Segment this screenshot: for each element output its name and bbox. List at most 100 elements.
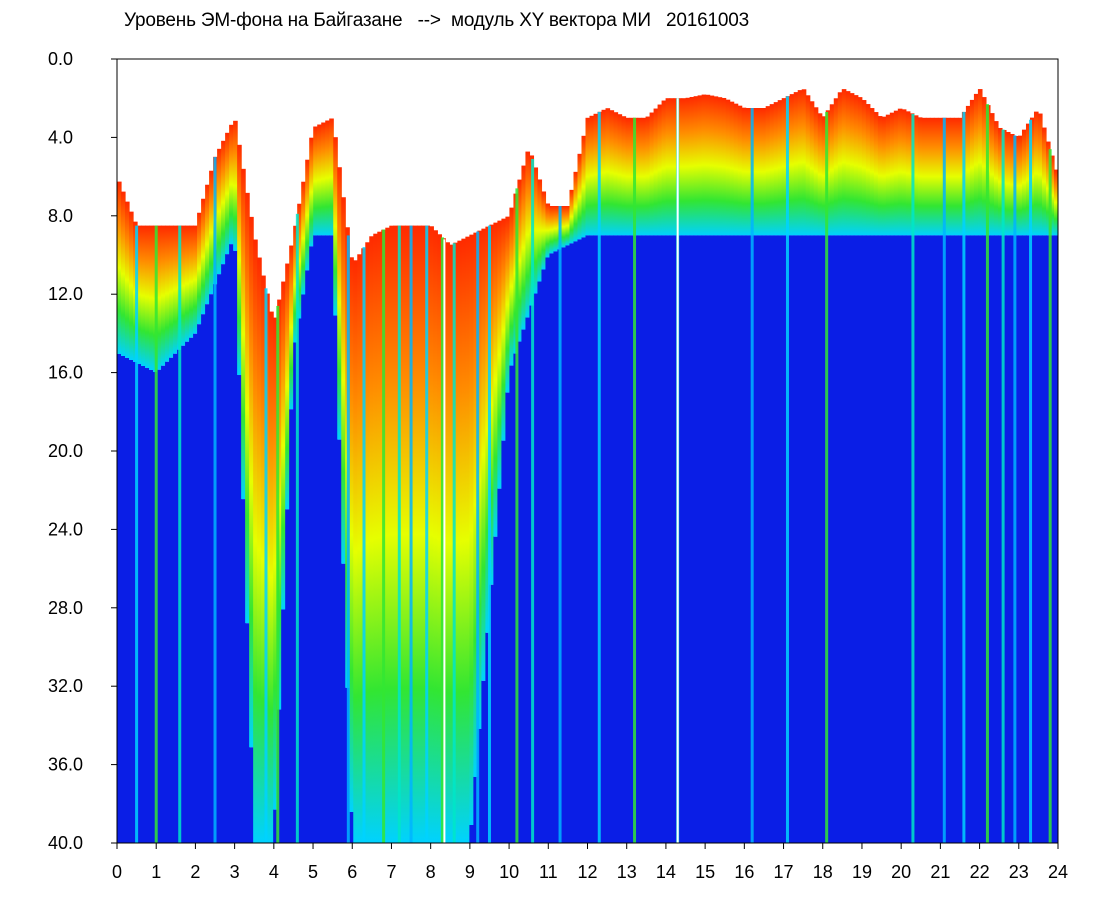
heatmap-column-band <box>561 206 567 248</box>
heatmap-column-blue <box>901 235 907 843</box>
heatmap-column-blue <box>753 235 759 843</box>
x-tick-label: 8 <box>426 862 436 882</box>
heatmap-column-blue <box>125 358 130 843</box>
heatmap-column-band <box>885 114 891 236</box>
heatmap-column-band <box>1053 169 1058 236</box>
heatmap-column-blue <box>1033 235 1039 843</box>
heatmap-column-band <box>797 90 803 236</box>
x-tick-label: 22 <box>970 862 990 882</box>
heatmap-column-blue <box>905 235 911 843</box>
heatmap-column-blue <box>857 235 863 843</box>
heatmap-column-blue <box>241 499 246 843</box>
heatmap-column-band <box>433 230 438 843</box>
heatmap-column-band <box>1033 111 1039 236</box>
heatmap-column-blue <box>1005 235 1011 843</box>
y-tick-label: 36.0 <box>48 755 83 775</box>
heatmap-column-blue <box>613 235 619 843</box>
heatmap-column-band <box>929 117 935 236</box>
heatmap-column-blue <box>977 235 983 843</box>
heatmap-column-blue <box>561 247 567 843</box>
x-tick-label: 24 <box>1048 862 1068 882</box>
heatmap-column-band <box>465 236 470 843</box>
heatmap-white-line <box>443 239 446 843</box>
heatmap-column-band <box>373 233 378 843</box>
heatmap-column-blue <box>953 235 959 843</box>
heatmap-streak <box>1013 135 1017 843</box>
heatmap-column-blue <box>797 235 803 843</box>
heatmap-column-blue <box>673 235 679 843</box>
heatmap-streak <box>962 111 966 843</box>
heatmap-column-band <box>217 148 222 275</box>
heatmap-column-band <box>117 181 122 355</box>
heatmap-column-band <box>613 112 619 236</box>
heatmap-column-blue <box>289 409 294 843</box>
heatmap-column-blue <box>621 235 627 843</box>
heatmap-column-band <box>541 191 547 270</box>
heatmap-column-band <box>365 242 370 843</box>
heatmap-column-band <box>1029 117 1035 236</box>
heatmap-column-band <box>421 225 426 843</box>
heatmap-column-band <box>829 104 835 236</box>
heatmap-column-band <box>641 117 647 236</box>
heatmap-column-blue <box>337 439 342 843</box>
heatmap-column-blue <box>1025 235 1031 843</box>
heatmap-column-blue <box>997 235 1003 843</box>
heatmap-column-band <box>221 140 226 265</box>
heatmap-column-blue <box>745 235 751 843</box>
heatmap-column-band <box>813 107 819 236</box>
heatmap-column-band <box>193 225 198 334</box>
heatmap-column-band <box>805 95 811 236</box>
heatmap-column-blue <box>625 235 631 843</box>
heatmap-column-band <box>505 216 511 393</box>
heatmap-streak <box>825 111 829 843</box>
heatmap-column-blue <box>313 235 318 843</box>
heatmap-column-band <box>1025 123 1031 236</box>
heatmap-column-band <box>841 89 847 236</box>
x-tick-label: 21 <box>930 862 950 882</box>
heatmap-column-band <box>165 225 170 362</box>
heatmap-column-band <box>293 225 298 343</box>
heatmap-column-blue <box>865 235 871 843</box>
y-tick-label: 12.0 <box>48 284 83 304</box>
heatmap-column-blue <box>517 341 523 843</box>
heatmap-column-blue <box>993 235 999 843</box>
heatmap-column-band <box>833 98 839 236</box>
heatmap-column-band <box>645 116 651 236</box>
heatmap-column-blue <box>225 254 230 843</box>
heatmap-column-blue <box>833 235 839 843</box>
heatmap-column-blue <box>817 235 823 843</box>
heatmap-streak <box>346 235 350 843</box>
heatmap-column-band <box>393 225 398 843</box>
heatmap-column-band <box>509 207 515 366</box>
heatmap-column-band <box>593 113 599 236</box>
heatmap-column-band <box>201 198 206 315</box>
heatmap-column-band <box>625 117 631 236</box>
heatmap-column-blue <box>681 235 687 843</box>
heatmap-column-band <box>533 167 539 294</box>
heatmap-column-blue <box>789 235 795 843</box>
heatmap-column-blue <box>897 235 903 843</box>
heatmap-column-blue <box>933 235 939 843</box>
heatmap-column-band <box>485 226 490 633</box>
heatmap-column-blue <box>297 318 302 843</box>
heatmap-column-band <box>229 124 234 245</box>
heatmap-column-band <box>681 98 687 236</box>
heatmap-column-blue <box>121 356 126 843</box>
heatmap-column-band <box>173 225 178 354</box>
heatmap-column-blue <box>349 811 354 843</box>
heatmap-streak <box>362 247 366 843</box>
heatmap-column-blue <box>693 235 699 843</box>
heatmap-column-blue <box>525 317 531 843</box>
heatmap-streak <box>154 225 158 843</box>
heatmap-column-band <box>573 171 579 242</box>
heatmap-column-blue <box>981 235 987 843</box>
heatmap-column-band <box>753 108 759 236</box>
heatmap-column-band <box>741 107 747 236</box>
heatmap-streak <box>425 225 429 843</box>
heatmap-column-blue <box>949 235 955 843</box>
heatmap-column-blue <box>1049 235 1055 843</box>
heatmap-column-blue <box>537 281 543 843</box>
heatmap-column-blue <box>209 294 214 843</box>
heatmap-column-band <box>225 132 230 255</box>
